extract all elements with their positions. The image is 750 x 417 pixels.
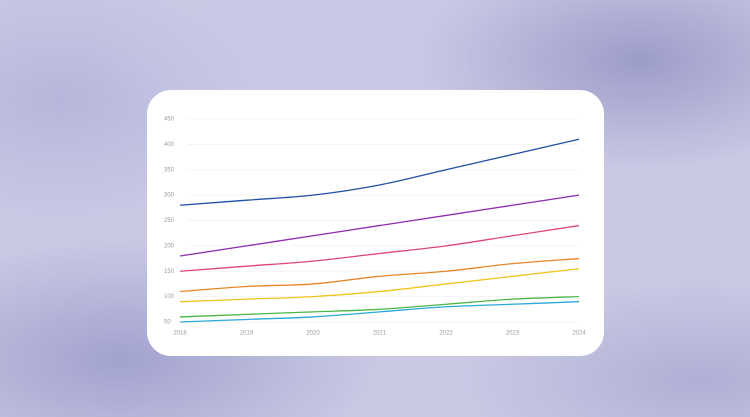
line-series [179, 138, 580, 206]
y-tick-label: 50 [164, 320, 171, 326]
y-tick-label: 450 [164, 117, 175, 123]
line-series [179, 301, 580, 323]
x-tick-label: 2022 [439, 331, 453, 337]
x-tick-label: 2018 [173, 331, 187, 337]
x-tick-label: 2019 [240, 331, 254, 337]
y-tick-label: 150 [164, 269, 175, 275]
x-tick-label: 2020 [306, 331, 320, 337]
y-tick-label: 250 [164, 218, 175, 224]
y-tick-label: 300 [164, 193, 175, 199]
line-series [179, 224, 580, 272]
y-tick-label: 200 [164, 243, 175, 249]
x-tick-label: 2021 [373, 331, 387, 337]
y-tick-label: 100 [164, 294, 175, 300]
x-tick-label: 2024 [572, 331, 586, 337]
y-tick-label: 350 [164, 167, 175, 173]
line-series [179, 268, 580, 303]
line-series [179, 257, 580, 293]
x-tick-label: 2023 [506, 331, 520, 337]
y-tick-label: 400 [164, 142, 175, 148]
line-series [179, 194, 580, 257]
line-series [179, 295, 580, 318]
